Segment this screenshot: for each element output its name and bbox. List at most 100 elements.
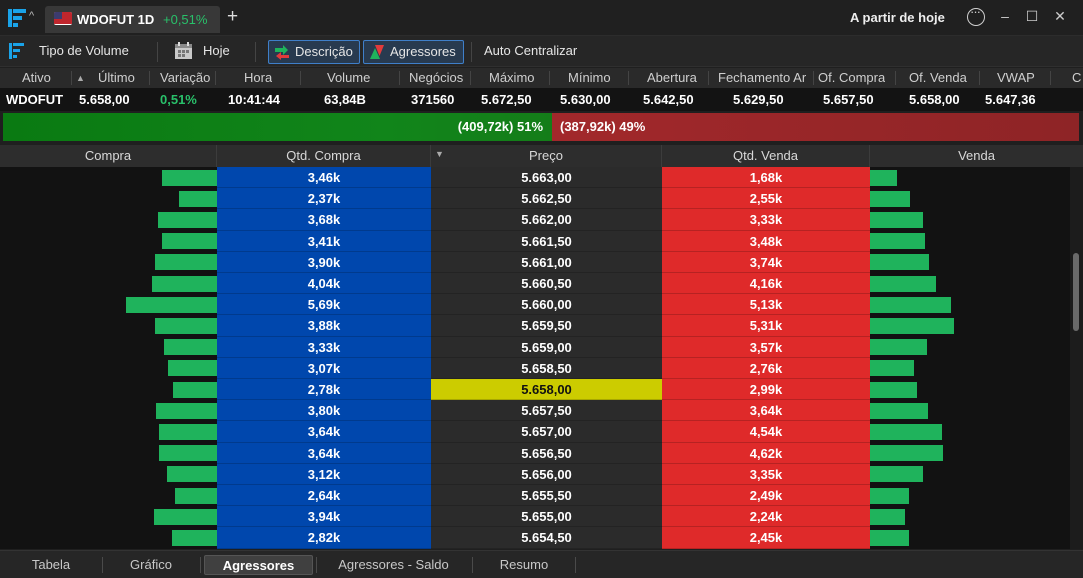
tab-tabela[interactable]: Tabela bbox=[31, 557, 71, 572]
book-row[interactable]: 3,88k 5.659,50 5,31k bbox=[0, 315, 1070, 336]
book-row[interactable]: 3,33k 5.659,00 3,57k bbox=[0, 337, 1070, 358]
quote-fechamento: 5.629,50 bbox=[733, 92, 784, 107]
book-row[interactable]: 3,64k 5.657,00 4,54k bbox=[0, 421, 1070, 442]
buy-qty-cell: 2,37k bbox=[307, 191, 341, 207]
current-price-highlight bbox=[431, 379, 662, 400]
sell-volume-bar bbox=[870, 317, 954, 334]
book-row[interactable]: 3,80k 5.657,50 3,64k bbox=[0, 400, 1070, 421]
header-more[interactable]: C bbox=[1072, 70, 1082, 85]
header-maximo[interactable]: Máximo bbox=[489, 70, 535, 85]
row-divider bbox=[217, 335, 870, 337]
arrows-icon bbox=[275, 45, 289, 60]
tab-agressores[interactable]: Agressores bbox=[204, 555, 313, 575]
book-row[interactable]: 3,46k 5.663,00 1,68k bbox=[0, 167, 1070, 188]
book-scrollbar[interactable] bbox=[1070, 167, 1083, 549]
close-button[interactable]: ✕ bbox=[1054, 8, 1066, 24]
header-negocios[interactable]: Negócios bbox=[409, 70, 464, 85]
header-ultimo[interactable]: Último bbox=[98, 70, 135, 85]
minimize-button[interactable]: – bbox=[1001, 8, 1009, 24]
balance-buy-segment bbox=[3, 113, 552, 141]
buy-qty-cell: 3,33k bbox=[307, 339, 341, 355]
today-button[interactable]: Hoje bbox=[203, 43, 230, 58]
header-venda[interactable]: Venda bbox=[958, 148, 995, 163]
book-row[interactable]: 3,64k 5.656,50 4,62k bbox=[0, 443, 1070, 464]
sell-volume-bar bbox=[870, 211, 923, 228]
price-cell: 5.656,00 bbox=[521, 466, 572, 482]
toolbar: Tipo de Volume Hoje Descrição Agressores… bbox=[0, 36, 1083, 67]
buy-qty-cell: 2,82k bbox=[307, 530, 341, 546]
aggressors-toggle[interactable]: Agressores bbox=[363, 40, 464, 64]
add-tab-button[interactable]: + bbox=[227, 6, 239, 27]
auto-center-button[interactable]: Auto Centralizar bbox=[484, 43, 578, 58]
book-row[interactable]: 5,69k 5.660,00 5,13k bbox=[0, 294, 1070, 315]
sell-volume-bar bbox=[870, 339, 927, 356]
sell-qty-cell: 4,16k bbox=[749, 276, 783, 291]
book-row[interactable]: 4,04k 5.660,50 4,16k bbox=[0, 273, 1070, 294]
buy-volume-bar bbox=[155, 254, 217, 271]
tab-agressores-saldo[interactable]: Agressores - Saldo bbox=[338, 557, 449, 572]
sell-qty-cell: 4,62k bbox=[749, 445, 783, 461]
header-of-venda[interactable]: Of. Venda bbox=[909, 70, 967, 85]
price-cell: 5.655,50 bbox=[521, 488, 572, 503]
date-filter[interactable]: A partir de hoje bbox=[850, 10, 945, 25]
header-volume[interactable]: Volume bbox=[327, 70, 371, 85]
sell-qty-cell: 3,33k bbox=[749, 212, 783, 228]
book-row[interactable]: 2,82k 5.654,50 2,45k bbox=[0, 527, 1070, 548]
header-variacao[interactable]: Variação bbox=[160, 70, 211, 85]
balance-buy-label: (409,72k) 51% bbox=[457, 119, 543, 134]
book-row[interactable]: 3,12k 5.656,00 3,35k bbox=[0, 464, 1070, 485]
tab-change: +0,51% bbox=[163, 12, 208, 27]
buy-qty-cell: 5,69k bbox=[307, 297, 341, 313]
book-row[interactable]: 2,37k 5.662,50 2,55k bbox=[0, 188, 1070, 209]
more-options-icon[interactable] bbox=[967, 4, 985, 26]
header-preco[interactable]: Preço bbox=[431, 145, 662, 167]
header-fechamento[interactable]: Fechamento Ar bbox=[718, 70, 807, 85]
volume-type-button[interactable]: Tipo de Volume bbox=[39, 43, 129, 58]
book-row[interactable]: 3,07k 5.658,50 2,76k bbox=[0, 358, 1070, 379]
sell-qty-cell: 2,49k bbox=[749, 488, 783, 503]
header-minimo[interactable]: Mínimo bbox=[568, 70, 611, 85]
maximize-button[interactable]: ☐ bbox=[1025, 8, 1039, 24]
header-compra[interactable]: Compra bbox=[0, 145, 217, 167]
buy-volume-bar bbox=[179, 190, 217, 207]
quote-ultimo: 5.658,00 bbox=[79, 92, 130, 107]
bar-logo-icon[interactable] bbox=[6, 7, 28, 29]
buy-qty-cell: 2,78k bbox=[307, 382, 341, 397]
sell-volume-bar bbox=[870, 169, 897, 186]
row-divider bbox=[217, 250, 870, 252]
sell-qty-cell: 3,48k bbox=[749, 233, 783, 249]
description-toggle[interactable]: Descrição bbox=[268, 40, 360, 64]
header-qtd-venda[interactable]: Qtd. Venda bbox=[662, 145, 870, 167]
tab-wdofut[interactable]: WDOFUT 1D +0,51% bbox=[45, 6, 220, 33]
sell-volume-bar bbox=[870, 423, 942, 440]
book-row[interactable]: 3,41k 5.661,50 3,48k bbox=[0, 231, 1070, 252]
header-of-compra[interactable]: Of. Compra bbox=[818, 70, 886, 85]
chevron-up-icon[interactable]: ^ bbox=[29, 10, 35, 22]
header-qtd-compra[interactable]: Qtd. Compra bbox=[217, 145, 431, 167]
header-ativo[interactable]: Ativo bbox=[22, 70, 51, 85]
buy-volume-bar bbox=[168, 360, 217, 377]
header-hora[interactable]: Hora bbox=[244, 70, 273, 85]
aggressor-book[interactable]: 3,46k 5.663,00 1,68k 2,37k 5.662,50 2,55k 3,68… bbox=[0, 167, 1083, 549]
quote-hora: 10:41:44 bbox=[228, 92, 281, 107]
book-row[interactable]: 2,64k 5.655,50 2,49k bbox=[0, 485, 1070, 506]
header-abertura[interactable]: Abertura bbox=[647, 70, 697, 85]
scrollbar-thumb[interactable] bbox=[1073, 253, 1079, 331]
book-row[interactable]: 3,68k 5.662,00 3,33k bbox=[0, 209, 1070, 230]
sell-qty-column bbox=[662, 167, 870, 549]
quote-row[interactable]: WDOFUT 5.658,00 0,51% 10:41:44 63,84B 37… bbox=[0, 88, 1083, 111]
sell-volume-bar bbox=[870, 233, 925, 250]
book-row[interactable]: 2,78k 5.658,00 2,99k bbox=[0, 379, 1070, 400]
buy-qty-cell: 3,80k bbox=[307, 403, 341, 419]
book-row[interactable]: 3,94k 5.655,00 2,24k bbox=[0, 506, 1070, 527]
buy-volume-bar bbox=[172, 529, 217, 546]
sell-volume-bar bbox=[870, 487, 909, 504]
header-vwap[interactable]: VWAP bbox=[997, 70, 1035, 85]
tab-grafico[interactable]: Gráfico bbox=[130, 557, 172, 572]
price-cell: 5.663,00 bbox=[521, 170, 572, 185]
tab-resumo[interactable]: Resumo bbox=[499, 557, 549, 572]
sort-asc-icon: ▲ bbox=[76, 73, 85, 83]
book-row[interactable]: 3,90k 5.661,00 3,74k bbox=[0, 252, 1070, 273]
buy-volume-bar bbox=[152, 275, 217, 292]
sell-volume-bar bbox=[870, 466, 923, 483]
